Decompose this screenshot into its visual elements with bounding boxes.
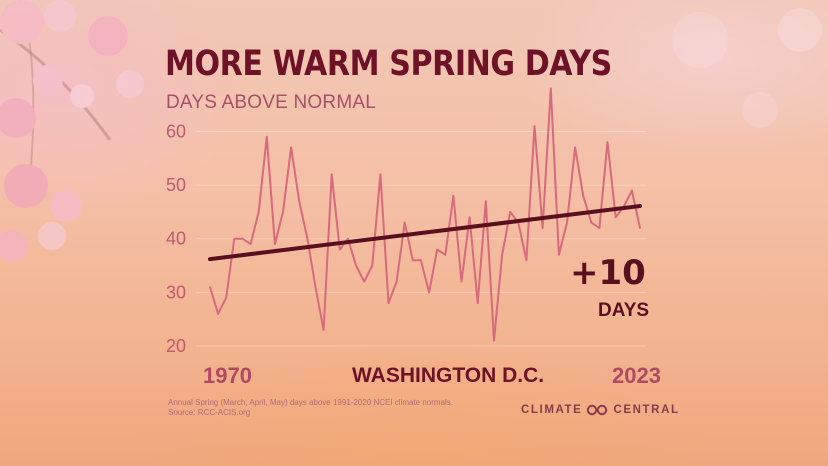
data-point-2016 [582,194,585,197]
data-point-1976 [257,211,260,213]
data-point-2015 [574,146,576,149]
data-point-1990 [371,264,374,267]
y-axis-ticks: 20 30 40 50 60 [166,121,186,356]
data-point-2002 [468,216,471,219]
brand-word-left: CLIMATE [521,404,583,416]
data-point-1992 [387,302,390,304]
data-point-1980 [290,146,293,149]
chart-subtitle: DAYS ABOVE NORMAL [166,92,376,113]
data-points [209,87,641,342]
data-point-1970 [209,286,211,288]
x-tick-label-end: 2023 [612,363,661,388]
data-point-1996 [420,259,422,262]
infinity-icon [587,404,608,416]
data-point-1989 [363,280,366,283]
data-point-1978 [274,243,276,245]
data-point-2010 [533,125,536,127]
data-point-2023 [639,227,641,229]
data-point-2012 [549,87,552,90]
data-point-2007 [509,211,512,213]
climate-central-logo: CLIMATE CENTRAL [521,404,680,416]
data-point-1999 [444,253,447,256]
data-point-1981 [298,200,301,203]
data-point-1973 [233,237,236,240]
data-point-2019 [606,141,609,144]
data-point-1993 [395,280,398,283]
data-point-1988 [355,264,357,267]
footnote-methodology: Annual Spring (March, April, May) days a… [168,398,454,407]
data-point-1977 [265,135,268,138]
data-point-1982 [306,237,309,240]
data-point-2004 [484,200,487,203]
data-point-1975 [249,243,252,245]
data-point-2017 [590,221,593,224]
data-point-1979 [282,211,284,213]
data-point-2005 [493,339,495,342]
data-point-2009 [525,259,528,262]
data-point-2000 [452,194,455,197]
location-label: WASHINGTON D.C. [352,364,544,387]
data-point-2011 [541,227,544,229]
footnote: Annual Spring (March, April, May) days a… [168,398,453,418]
footnote-source: Source: RCC-ACIS.org [168,408,251,417]
y-tick-label-20: 20 [166,336,186,356]
y-tick-label-50: 50 [166,175,186,195]
data-point-1995 [411,259,414,262]
data-point-1998 [436,248,439,251]
trend-line [208,204,642,262]
data-point-2020 [614,216,617,219]
data-point-2013 [557,253,560,256]
data-point-1991 [379,173,382,176]
brand-word-right: CENTRAL [613,404,680,416]
data-point-1971 [217,312,220,315]
data-point-1974 [241,237,244,240]
data-point-1994 [403,221,406,224]
data-point-2018 [598,227,601,229]
data-point-1983 [314,286,317,288]
chart-title: MORE WARM SPRING DAYS [165,44,612,84]
data-point-1986 [338,248,341,251]
days-above-normal-line [209,87,641,342]
data-point-1987 [347,237,349,240]
data-point-1997 [428,291,430,294]
data-point-1984 [322,329,325,331]
data-point-1985 [330,173,333,176]
y-tick-label-30: 30 [166,282,186,302]
data-point-2003 [476,302,479,304]
y-tick-label-40: 40 [166,229,186,249]
trend-callout-unit: DAYS [598,300,649,321]
data-point-2022 [630,189,633,192]
data-point-2001 [460,280,463,283]
trend-callout-value: +10 [570,253,646,293]
x-tick-label-start: 1970 [203,363,252,388]
data-point-2014 [566,221,568,224]
y-tick-label-60: 60 [166,121,186,141]
data-point-2006 [501,253,503,256]
data-point-1972 [225,296,228,299]
